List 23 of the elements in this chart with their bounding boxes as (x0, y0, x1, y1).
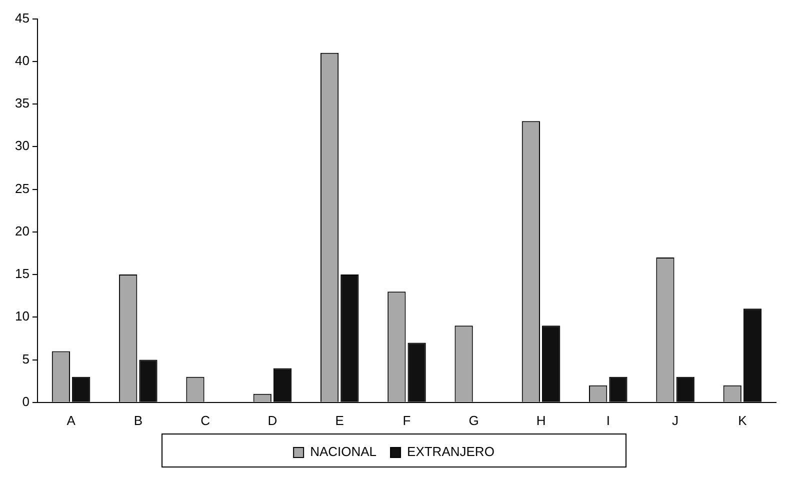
x-tick-label: A (66, 412, 76, 428)
y-tick-label: 30 (14, 138, 30, 154)
x-tick-label: H (536, 412, 546, 428)
x-tick-label: F (402, 412, 411, 428)
legend-label: EXTRANJERO (407, 444, 494, 460)
y-tick-label: 0 (22, 394, 30, 409)
y-tick-label: 10 (14, 308, 30, 324)
x-tick-label: B (134, 412, 143, 428)
x-tick-label: C (200, 412, 210, 428)
y-tick-label: 35 (14, 96, 30, 111)
legend-label: NACIONAL (310, 444, 377, 460)
x-tick-label: I (606, 412, 610, 428)
x-tick-label: E (335, 412, 344, 428)
x-tick-label: D (268, 412, 278, 428)
y-tick-label: 5 (22, 351, 30, 366)
y-tick-label: 20 (14, 223, 30, 238)
y-tick-label: 40 (14, 53, 30, 68)
x-tick-label: K (738, 412, 748, 428)
y-tick-label: 25 (14, 180, 30, 196)
x-tick-label: G (468, 412, 479, 428)
y-tick-label: 45 (14, 10, 30, 26)
x-tick-label: J (672, 412, 679, 428)
y-tick-label: 15 (14, 266, 30, 282)
